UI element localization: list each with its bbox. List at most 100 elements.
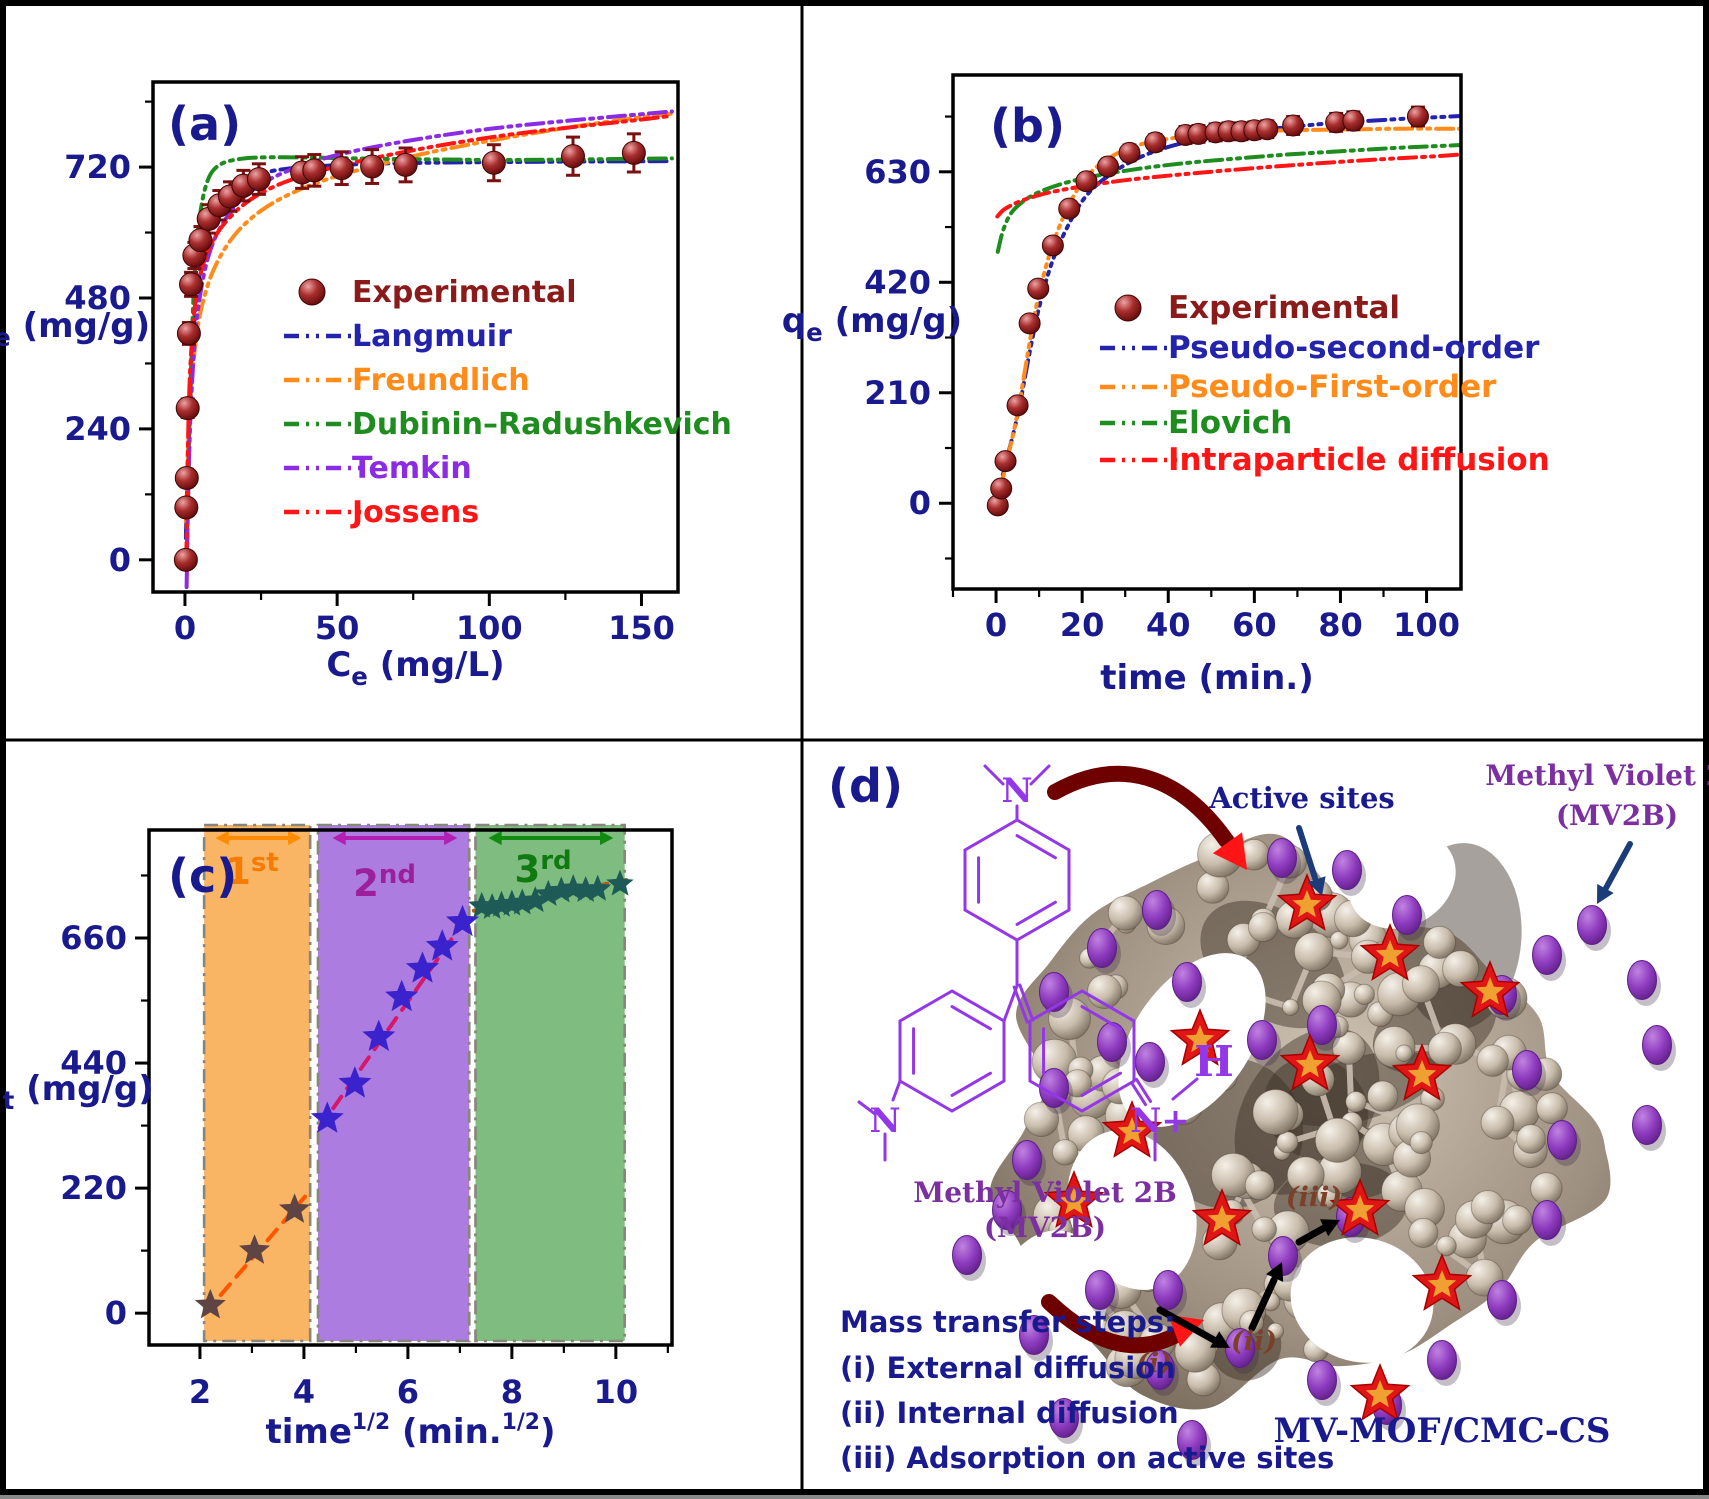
data-point-sphere	[622, 141, 645, 164]
data-point-sphere	[1019, 313, 1040, 334]
data-point-sphere	[482, 151, 505, 174]
particle-ball	[1517, 1125, 1546, 1154]
legend-label-model: Langmuir	[352, 319, 512, 354]
legend-label-model: Pseudo-First-order	[1168, 369, 1497, 405]
x-tick-label: 100	[456, 609, 523, 647]
atom-label-h: H	[1194, 1037, 1234, 1086]
data-point-sphere	[174, 548, 197, 571]
y-axis-title-a: qe (mg/g)	[0, 306, 150, 352]
particle-ball	[1471, 1190, 1504, 1223]
particle-ball	[1402, 966, 1439, 1003]
stage-label-suffix: rd	[540, 846, 571, 876]
atom-label-n-left: N	[869, 1101, 900, 1141]
y-axis-title-c-part: (mg/g)	[14, 1069, 153, 1109]
data-point-sphere	[1042, 235, 1063, 256]
mv2b-molecule-dot	[1308, 1361, 1337, 1400]
mv2b-molecule-dot	[1248, 1021, 1277, 1060]
x-tick-label: 10	[594, 1373, 639, 1411]
particle-ball	[1248, 913, 1277, 942]
particle-ball	[1477, 1045, 1508, 1076]
step-tag-ii: (ii)	[1231, 1326, 1277, 1357]
data-point-sphere	[175, 467, 198, 490]
particle-ball	[1245, 1171, 1274, 1200]
atom-label-n-top: N	[1001, 771, 1032, 811]
data-point-sphere	[1283, 115, 1304, 136]
x-axis-title-c-part: time	[266, 1412, 352, 1452]
x-tick-label: 0	[985, 606, 1007, 644]
particle-ball	[1315, 1118, 1359, 1162]
x-axis-title-a-part: e	[351, 662, 368, 691]
data-point-sphere	[1119, 142, 1140, 163]
mv2b-molecule-dot	[1578, 906, 1607, 945]
data-point-sphere	[1007, 395, 1028, 416]
mv2b-molecule-dot	[1633, 1106, 1662, 1145]
stage-label-num: 2	[353, 862, 379, 905]
mv2b-molecule-dot	[1143, 891, 1172, 930]
mass-transfer-step-2: (ii) Internal diffusion	[840, 1396, 1179, 1430]
data-point-sphere	[180, 273, 203, 296]
data-point-sphere	[303, 159, 326, 182]
y-axis-title-a-part: e	[0, 323, 11, 352]
y-tick-label: 420	[864, 263, 931, 301]
x-axis-title-c-part: 1/2	[502, 1410, 540, 1435]
data-point-sphere	[1145, 132, 1166, 153]
particle-ball	[1537, 1093, 1568, 1124]
y-tick-label: 210	[864, 374, 931, 412]
molecule-label-line1: Methyl Violet 2B	[913, 1176, 1177, 1209]
y-tick-label: 720	[64, 148, 131, 186]
y-axis-title-a-part: (mg/g)	[11, 306, 150, 346]
particle-ball	[1531, 1173, 1563, 1205]
data-point-sphere	[1343, 110, 1364, 131]
legend-label-model: Temkin	[352, 451, 472, 486]
particle-ball	[1503, 1205, 1532, 1234]
panel-letter-b: (b)	[990, 99, 1065, 153]
x-axis-title-c-part: 1/2	[352, 1410, 390, 1435]
mv2b-molecule-dot	[1173, 963, 1202, 1002]
x-axis-title-b-part: time (min.)	[1100, 658, 1314, 698]
molecule-label-line2: (MV2B)	[984, 1211, 1106, 1244]
dye-label-line1: Methyl Violet 2B	[1485, 759, 1709, 792]
y-axis-title-b-part: q	[782, 301, 806, 341]
data-point-sphere	[1407, 106, 1428, 127]
data-point-sphere	[995, 451, 1016, 472]
panel-letter-d: (d)	[828, 759, 903, 813]
legend-label-model: Dubinin–Radushkevich	[352, 407, 732, 442]
data-point-sphere	[394, 153, 417, 176]
mv2b-molecule-dot	[1136, 1043, 1165, 1082]
mv2b-molecule-dot	[1428, 1341, 1457, 1380]
data-point-sphere	[177, 322, 200, 345]
data-point-sphere	[189, 229, 212, 252]
legend-label-model: Pseudo-second-order	[1168, 330, 1540, 366]
particle-ball	[1283, 999, 1299, 1015]
data-point-sphere	[1097, 156, 1118, 177]
legend-label-experimental: Experimental	[1168, 290, 1400, 326]
y-tick-label: 630	[864, 153, 931, 191]
x-axis-title-c-part: )	[540, 1412, 556, 1452]
mv2b-molecule-dot	[1333, 851, 1362, 890]
particle-ball	[1253, 1090, 1298, 1135]
legend-sphere-marker	[299, 279, 325, 305]
y-tick-label: 240	[64, 410, 131, 448]
mv2b-molecule-dot	[1548, 1121, 1577, 1160]
mv2b-molecule-dot	[1268, 839, 1297, 878]
data-point-sphere	[361, 155, 384, 178]
y-axis-title-b-part: (mg/g)	[823, 301, 962, 341]
y-tick-label: 0	[909, 484, 931, 522]
legend-label-model: Elovich	[1168, 405, 1292, 441]
mv2b-molecule-dot	[953, 1236, 982, 1275]
particle-ball	[1294, 932, 1333, 971]
mv2b-molecule-dot	[1643, 1026, 1672, 1065]
dye-label-line2: (MV2B)	[1556, 799, 1678, 832]
particle-ball	[1354, 984, 1374, 1004]
particle-ball	[1409, 1218, 1438, 1247]
atom-label-n-plus: N+	[1130, 1101, 1190, 1141]
stage-label-num: 3	[514, 848, 540, 891]
particle-ball	[1367, 1081, 1397, 1111]
x-tick-label: 4	[293, 1373, 315, 1411]
mass-transfer-step-1: (i) External diffusion	[840, 1351, 1176, 1385]
particle-ball	[1396, 1045, 1412, 1061]
legend-sphere-marker	[1115, 295, 1141, 321]
step-tag-iii: (iii)	[1286, 1182, 1342, 1213]
